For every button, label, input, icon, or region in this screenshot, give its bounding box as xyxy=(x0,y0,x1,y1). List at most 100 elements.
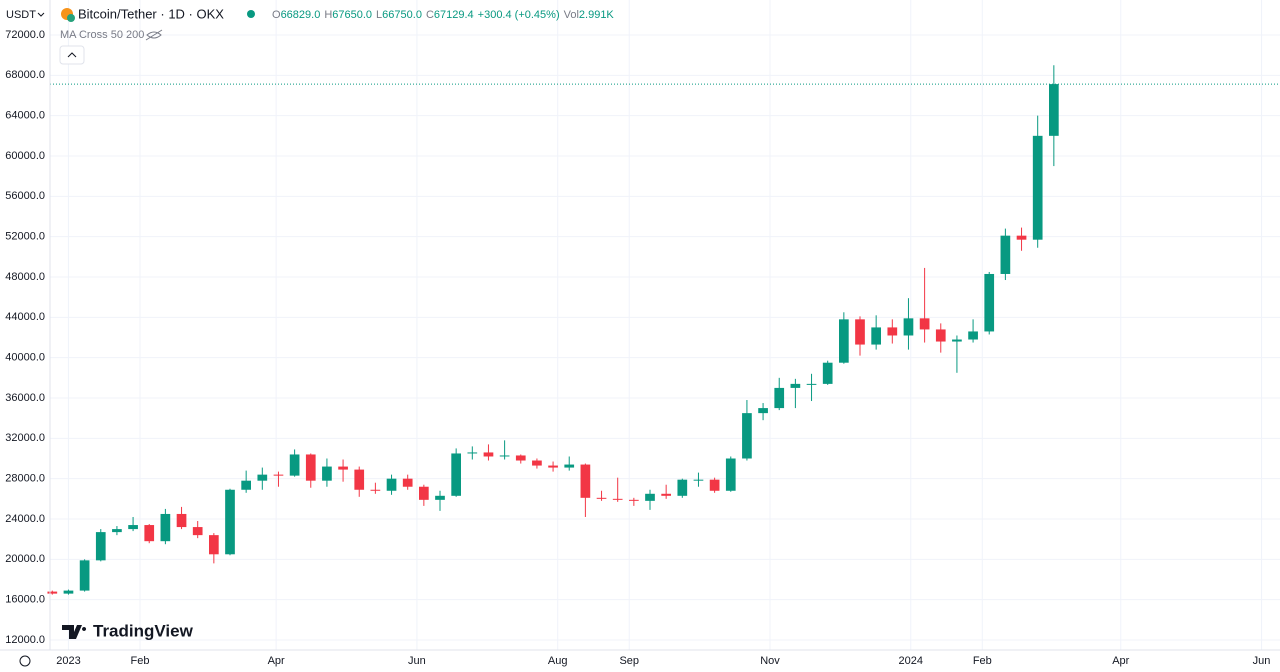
x-tick-label: Sep xyxy=(619,655,639,667)
candle-body xyxy=(548,465,558,468)
x-tick-label: 2023 xyxy=(56,655,80,667)
y-tick-label: 20000.0 xyxy=(5,553,45,565)
brand-logo xyxy=(62,625,87,639)
x-tick-label: Jun xyxy=(408,655,426,667)
candle-body xyxy=(935,329,946,342)
currency[interactable]: USDT xyxy=(6,9,36,21)
eye-icon[interactable] xyxy=(145,29,163,41)
collapse-button[interactable] xyxy=(59,45,85,65)
candle-body xyxy=(322,466,332,481)
candle-body xyxy=(677,479,688,496)
candle-body xyxy=(919,318,930,330)
x-tick-label: 2024 xyxy=(899,655,923,667)
candle-body xyxy=(209,535,219,555)
y-tick-label: 56000.0 xyxy=(5,190,45,202)
status-dot xyxy=(247,10,255,18)
candle-body xyxy=(1049,84,1059,136)
x-tick-label: Apr xyxy=(268,655,285,667)
candle-body xyxy=(354,469,365,490)
candle-body xyxy=(483,452,494,457)
candle-body xyxy=(806,383,817,385)
candle-body xyxy=(499,455,510,457)
candle-body xyxy=(176,513,187,528)
candle-body xyxy=(839,319,849,363)
currency-button[interactable] xyxy=(2,4,48,24)
collapse-icon xyxy=(67,52,77,58)
y-tick-label: 64000.0 xyxy=(5,110,45,122)
candle-body xyxy=(774,387,785,409)
candle-body xyxy=(289,454,300,476)
ohlc-label: H xyxy=(324,9,332,21)
candle-body xyxy=(451,453,461,496)
candle-body xyxy=(63,590,74,594)
candle-body xyxy=(467,452,478,454)
ohlc: O66829.0 H67650.0 L66750.0 C67129.4 +300.4 (… xyxy=(272,9,614,21)
candle-body xyxy=(887,327,898,336)
ohlc-label: L xyxy=(376,9,382,21)
candle-body xyxy=(95,532,106,561)
candle-body xyxy=(968,331,978,340)
candle-body xyxy=(402,478,413,487)
volume-label: Vol xyxy=(564,9,579,21)
candle-body xyxy=(160,513,171,542)
indicator[interactable]: MA Cross 50 200 xyxy=(60,29,144,41)
candle-body xyxy=(790,383,801,388)
coin-icon-2 xyxy=(67,14,75,22)
candle-body xyxy=(822,362,833,384)
y-tick-label: 72000.0 xyxy=(5,29,45,41)
candle-body xyxy=(742,413,752,459)
candle-body xyxy=(855,319,865,345)
candle-body xyxy=(515,455,526,461)
axes: 12000.0 16000.0 20000.0 24000.0 28000.0 32000… xyxy=(5,29,1270,667)
candle-body xyxy=(305,454,316,481)
candle-body xyxy=(1016,235,1027,240)
candle-body xyxy=(370,489,381,491)
candle-body xyxy=(419,486,429,500)
candle-body xyxy=(112,529,122,533)
y-tick-label: 52000.0 xyxy=(5,231,45,243)
ohlc-label: O xyxy=(272,9,281,21)
ohlc-value: 67129.4 xyxy=(434,9,474,21)
y-tick-label: 60000.0 xyxy=(5,150,45,162)
candle-body xyxy=(725,458,736,491)
y-tick-label: 68000.0 xyxy=(5,69,45,81)
settings-icon[interactable] xyxy=(19,655,31,667)
ohlc-value: 67650.0 xyxy=(332,9,372,21)
x-tick-label: Aug xyxy=(548,655,568,667)
candle-body xyxy=(47,591,58,594)
x-tick-label: Feb xyxy=(131,655,150,667)
candle-body xyxy=(871,327,881,345)
y-tick-label: 28000.0 xyxy=(5,473,45,485)
plot xyxy=(47,65,1280,595)
candle-body xyxy=(984,273,995,332)
candle-body xyxy=(128,525,138,530)
candle-body xyxy=(629,499,639,501)
candle-body xyxy=(338,466,348,470)
candle-body xyxy=(435,495,445,500)
y-tick-label: 24000.0 xyxy=(5,513,45,525)
candle-body xyxy=(1000,235,1011,274)
brand: TradingView xyxy=(93,621,194,640)
y-tick-label: 16000.0 xyxy=(5,594,45,606)
candle-body xyxy=(257,474,268,481)
x-tick-label: Nov xyxy=(760,655,780,667)
symbol[interactable]: Bitcoin/Tether · 1D · OKX xyxy=(78,6,224,21)
candle-body xyxy=(532,460,542,466)
candle-body xyxy=(952,339,962,342)
ohlc-value: 66829.0 xyxy=(281,9,321,21)
candle-body xyxy=(596,497,607,499)
candle-body xyxy=(903,318,914,336)
y-tick-label: 32000.0 xyxy=(5,432,45,444)
candle-body xyxy=(612,498,623,500)
change: +300.4 (+0.45%) xyxy=(478,9,560,21)
candle-body xyxy=(580,464,591,498)
y-tick-label: 40000.0 xyxy=(5,352,45,364)
candle-body xyxy=(225,489,235,555)
x-tick-label: Apr xyxy=(1112,655,1129,667)
candle-body xyxy=(645,493,655,501)
candle-body xyxy=(1032,135,1043,240)
ohlc-label: C xyxy=(426,9,434,21)
candle-body xyxy=(241,480,251,490)
